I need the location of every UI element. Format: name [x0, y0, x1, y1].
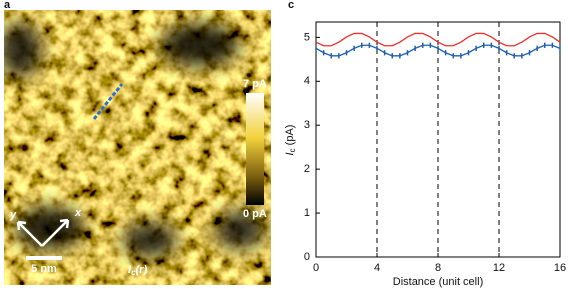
x-tick-label: 0	[313, 262, 319, 274]
colorbar-max: 7 pA	[243, 78, 267, 90]
map-label-main: I	[128, 264, 132, 276]
y-tick-label: 1	[304, 207, 310, 219]
line-cut	[92, 83, 124, 120]
x-tick-label: 4	[374, 262, 380, 274]
data-line	[315, 32, 561, 47]
x-tick-label: 8	[435, 262, 441, 274]
axis-x-label: x	[74, 207, 82, 219]
y-tick-label: 2	[304, 163, 310, 175]
y-title-sub: c	[288, 148, 297, 152]
axis-y-label: y	[9, 209, 17, 221]
map-label: Ic(r)	[128, 264, 147, 277]
y-tick-label: 0	[304, 251, 310, 263]
y-title-rest: (pA)	[284, 125, 296, 149]
x-tick-label: 16	[554, 262, 566, 274]
map-label-sub: c	[131, 268, 136, 277]
y-tick-label: 3	[304, 119, 310, 131]
colorbar	[246, 93, 264, 205]
x-tick-label: 12	[493, 262, 505, 274]
panel-label: c	[288, 0, 294, 11]
axes-arrows	[16, 218, 70, 247]
panel-label: a	[4, 0, 11, 11]
y-tick-label: 5	[304, 31, 310, 43]
y-title-main: I	[284, 152, 296, 155]
scale-bar-label: 5 nm	[31, 263, 57, 275]
scale-bar	[26, 256, 62, 260]
colorbar-min: 0 pA	[243, 208, 267, 220]
y-axis-title: Ic (pA)	[284, 125, 297, 156]
stm-map	[4, 10, 271, 285]
y-tick-label: 4	[304, 75, 310, 87]
x-axis-title: Distance (unit cell)	[393, 276, 483, 288]
map-label-rest: (r)	[136, 264, 148, 276]
